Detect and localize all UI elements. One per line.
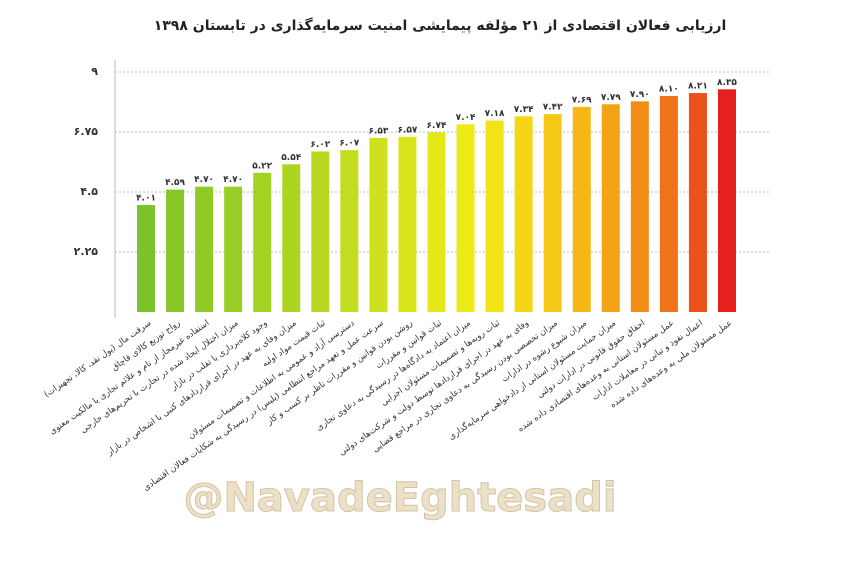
value-label: ۶.۰۷ <box>339 139 359 149</box>
bar <box>253 172 272 312</box>
value-label: ۶.۵۳ <box>368 126 388 136</box>
bar <box>485 120 504 313</box>
bar <box>398 136 417 312</box>
value-label: ۴.۷۰ <box>194 175 214 185</box>
bar <box>456 124 475 313</box>
y-tick-label: ۹ <box>91 65 98 78</box>
bar <box>166 189 185 312</box>
bar <box>224 186 243 312</box>
value-label: ۷.۹۰ <box>630 90 650 100</box>
value-label: ۴.۰۱ <box>136 194 156 204</box>
watermark: @NavadeEghtesadi <box>183 475 616 521</box>
bar <box>543 114 562 312</box>
bar <box>659 96 678 312</box>
value-label: ۶.۰۲ <box>310 140 330 150</box>
bar <box>340 150 359 312</box>
y-tick-label: ۲.۲۵ <box>74 245 99 258</box>
value-label: ۸.۳۵ <box>717 78 737 88</box>
bar <box>601 104 620 313</box>
bar <box>514 116 533 313</box>
bar <box>427 132 446 312</box>
bar <box>717 89 736 312</box>
value-label: ۴.۵۹ <box>165 178 185 188</box>
value-label: ۶.۷۴ <box>427 121 447 131</box>
value-label: ۷.۴۲ <box>543 103 563 113</box>
value-label: ۸.۲۱ <box>688 82 708 92</box>
bar <box>369 137 388 312</box>
bar <box>195 186 214 312</box>
value-label: ۶.۵۷ <box>397 125 417 135</box>
bar <box>688 93 707 312</box>
value-label: ۷.۷۹ <box>601 93 621 103</box>
value-label: ۷.۳۴ <box>514 105 534 115</box>
y-tick-label: ۶.۷۵ <box>74 125 99 138</box>
value-label: ۷.۰۴ <box>456 113 476 123</box>
chart-title: ارزیابی فعالان اقتصادی از ۲۱ مؤلفه پیمای… <box>154 17 727 34</box>
value-label: ۷.۶۹ <box>572 95 592 105</box>
value-label: ۴.۷۰ <box>223 175 243 185</box>
bar <box>282 164 301 312</box>
bar <box>572 106 591 312</box>
value-label: ۸.۱۰ <box>659 85 679 95</box>
y-tick-label: ۴.۵ <box>80 185 98 198</box>
bar <box>630 101 649 312</box>
value-label: ۷.۱۸ <box>485 109 505 119</box>
value-label: ۵.۲۲ <box>252 161 272 171</box>
value-label: ۵.۵۴ <box>281 153 301 163</box>
bar <box>311 151 330 312</box>
bar <box>137 205 156 312</box>
